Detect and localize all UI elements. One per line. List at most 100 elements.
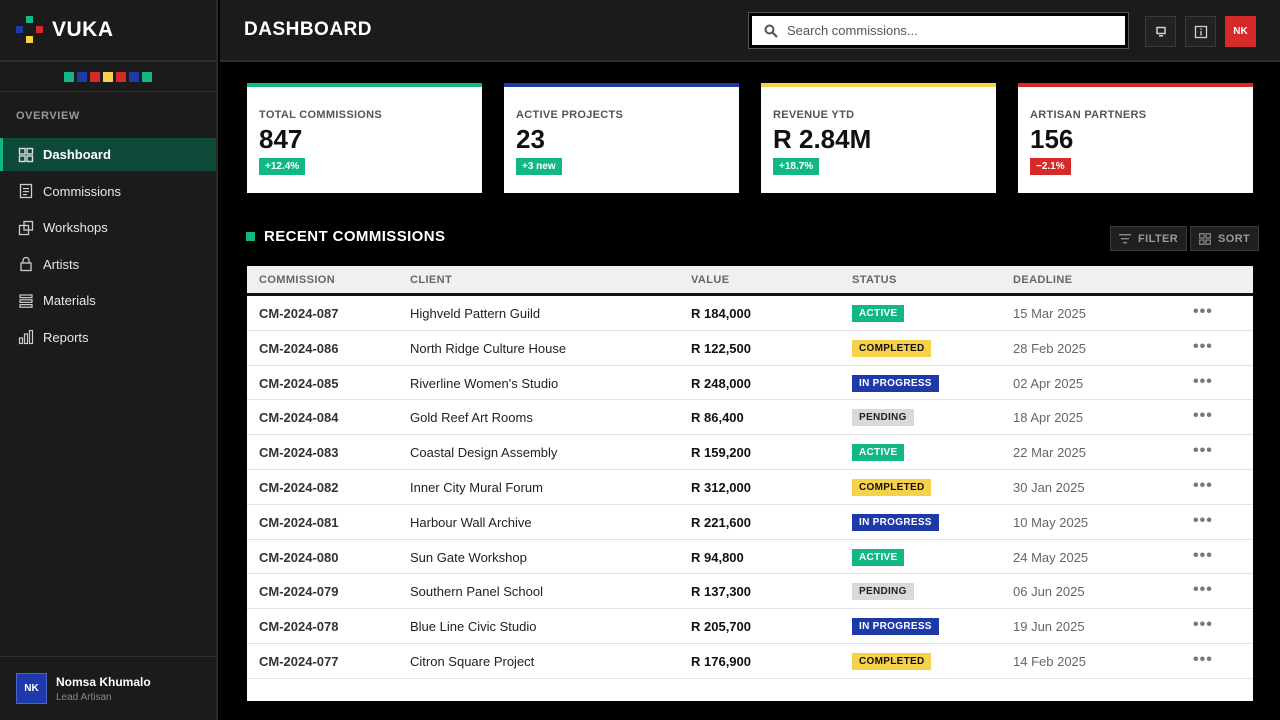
commission-value: R 205,700 bbox=[691, 619, 751, 635]
table-row[interactable]: CM-2024-087 Highveld Pattern Guild R 184,0… bbox=[247, 296, 1253, 331]
more-actions-icon[interactable]: ••• bbox=[1193, 511, 1213, 529]
commission-id[interactable]: CM-2024-078 bbox=[259, 619, 339, 635]
sidebar-item-label: Commissions bbox=[43, 183, 122, 199]
brand-swatch bbox=[64, 71, 74, 82]
deadline-date: 22 Mar 2025 bbox=[1013, 445, 1086, 461]
search-input[interactable] bbox=[787, 23, 1107, 38]
commission-value: R 184,000 bbox=[691, 306, 751, 321]
client-name: Blue Line Civic Studio bbox=[410, 619, 537, 635]
user-profile[interactable]: NK Nomsa Khumalo Lead Artisan bbox=[0, 656, 216, 720]
sidebar-item-label: Materials bbox=[43, 293, 96, 308]
deadline-date: 15 Mar 2025 bbox=[1013, 306, 1086, 321]
sidebar: VUKA OVERVIEW Dashboard Commissions Worksh… bbox=[0, 0, 218, 720]
client-name: Harbour Wall Archive bbox=[410, 514, 532, 530]
deadline-date: 06 Jun 2025 bbox=[1013, 584, 1085, 600]
page-title: DASHBOARD bbox=[244, 19, 372, 40]
bar-chart-icon bbox=[18, 329, 34, 345]
filter-button[interactable]: FILTER bbox=[1110, 226, 1188, 251]
client-name: Southern Panel School bbox=[410, 584, 543, 600]
status-badge: COMPLETED bbox=[852, 652, 932, 670]
stat-change-badge: +3 new bbox=[516, 158, 562, 175]
column-header-status[interactable]: STATUS bbox=[852, 274, 897, 286]
table-row[interactable]: CM-2024-085 Riverline Women's Studio R 248… bbox=[247, 366, 1253, 401]
sidebar-nav: Dashboard Commissions Workshops Artists Mate… bbox=[0, 138, 216, 354]
sidebar-item-label: Dashboard bbox=[43, 147, 111, 162]
sidebar-item-reports[interactable]: Reports bbox=[0, 321, 216, 354]
commission-value: R 137,300 bbox=[691, 584, 751, 600]
table-row[interactable]: CM-2024-083 Coastal Design Assembly R 159,… bbox=[247, 435, 1253, 470]
more-actions-icon[interactable]: ••• bbox=[1193, 581, 1213, 599]
sidebar-item-materials[interactable]: Materials bbox=[0, 284, 216, 317]
notification-button[interactable] bbox=[1145, 16, 1176, 47]
deadline-date: 02 Apr 2025 bbox=[1013, 375, 1084, 391]
table-row[interactable]: CM-2024-082 Inner City Mural Forum R 312,0… bbox=[247, 470, 1253, 505]
column-header-value[interactable]: VALUE bbox=[691, 274, 730, 286]
brand-swatch bbox=[142, 71, 152, 82]
sort-button[interactable]: SORT bbox=[1190, 226, 1260, 251]
table-row[interactable]: CM-2024-078 Blue Line Civic Studio R 205,7… bbox=[247, 609, 1253, 644]
avatar[interactable]: NK bbox=[1225, 16, 1256, 47]
filter-label: FILTER bbox=[1138, 232, 1179, 245]
column-header-commission[interactable]: COMMISSION bbox=[259, 274, 336, 286]
more-actions-icon[interactable]: ••• bbox=[1193, 442, 1213, 460]
table-row[interactable]: CM-2024-077 Citron Square Project R 176,90… bbox=[247, 644, 1253, 679]
sidebar-item-workshops[interactable]: Workshops bbox=[0, 211, 216, 244]
sidebar-item-artists[interactable]: Artists bbox=[0, 248, 216, 281]
commission-id[interactable]: CM-2024-080 bbox=[259, 549, 339, 565]
status-badge: ACTIVE bbox=[852, 444, 905, 462]
commission-id[interactable]: CM-2024-087 bbox=[259, 306, 339, 321]
more-actions-icon[interactable]: ••• bbox=[1193, 476, 1213, 494]
client-name: Coastal Design Assembly bbox=[410, 445, 558, 461]
table-row[interactable]: CM-2024-079 Southern Panel School R 137,30… bbox=[247, 574, 1253, 610]
brand-swatch bbox=[116, 71, 126, 82]
sidebar-item-dashboard[interactable]: Dashboard bbox=[0, 138, 216, 171]
commission-id[interactable]: CM-2024-081 bbox=[259, 514, 339, 530]
sidebar-item-label: Workshops bbox=[43, 220, 108, 235]
search-box[interactable] bbox=[748, 12, 1129, 49]
client-name: Gold Reef Art Rooms bbox=[410, 410, 533, 426]
table-body: CM-2024-087 Highveld Pattern Guild R 184,0… bbox=[247, 296, 1253, 679]
more-actions-icon[interactable]: ••• bbox=[1193, 546, 1213, 564]
more-actions-icon[interactable]: ••• bbox=[1193, 407, 1213, 425]
deadline-date: 24 May 2025 bbox=[1013, 549, 1089, 565]
brand-swatch bbox=[129, 71, 139, 82]
more-actions-icon[interactable]: ••• bbox=[1193, 616, 1213, 634]
table-row[interactable]: CM-2024-081 Harbour Wall Archive R 221,600… bbox=[247, 505, 1253, 540]
table-row[interactable]: CM-2024-086 North Ridge Culture House R 12… bbox=[247, 331, 1253, 366]
commission-id[interactable]: CM-2024-084 bbox=[259, 410, 339, 426]
commission-id[interactable]: CM-2024-077 bbox=[259, 653, 339, 669]
more-actions-icon[interactable]: ••• bbox=[1193, 650, 1213, 668]
column-header-deadline[interactable]: DEADLINE bbox=[1013, 274, 1073, 286]
deadline-date: 28 Feb 2025 bbox=[1013, 340, 1087, 356]
commission-id[interactable]: CM-2024-085 bbox=[259, 375, 339, 391]
commission-id[interactable]: CM-2024-083 bbox=[259, 445, 339, 461]
commission-value: R 312,000 bbox=[691, 479, 751, 495]
logo-icon bbox=[16, 16, 44, 44]
info-button[interactable] bbox=[1185, 16, 1216, 47]
deadline-date: 19 Jun 2025 bbox=[1013, 619, 1085, 635]
table-row[interactable]: CM-2024-084 Gold Reef Art Rooms R 86,400 PE… bbox=[247, 400, 1253, 436]
commission-id[interactable]: CM-2024-082 bbox=[259, 479, 339, 495]
monitor-icon bbox=[1155, 26, 1166, 37]
more-actions-icon[interactable]: ••• bbox=[1193, 337, 1213, 355]
commission-id[interactable]: CM-2024-079 bbox=[259, 584, 339, 600]
stat-value: 23 bbox=[516, 124, 545, 154]
user-name: Nomsa Khumalo bbox=[56, 674, 151, 689]
section-title: RECENT COMMISSIONS bbox=[264, 228, 446, 245]
deadline-date: 14 Feb 2025 bbox=[1013, 653, 1087, 669]
sidebar-item-commissions[interactable]: Commissions bbox=[0, 175, 216, 208]
lock-person-icon bbox=[18, 256, 34, 272]
brand[interactable]: VUKA bbox=[0, 0, 216, 62]
stat-label: ACTIVE PROJECTS bbox=[516, 109, 624, 121]
info-icon bbox=[1194, 25, 1207, 38]
commissions-table: COMMISSION CLIENT VALUE STATUS DEADLINE CM-2… bbox=[247, 266, 1253, 701]
section-marker-icon bbox=[246, 232, 255, 241]
layers-icon bbox=[18, 293, 34, 309]
more-actions-icon[interactable]: ••• bbox=[1193, 372, 1213, 390]
commission-value: R 159,200 bbox=[691, 445, 751, 461]
commission-id[interactable]: CM-2024-086 bbox=[259, 340, 339, 356]
more-actions-icon[interactable]: ••• bbox=[1193, 303, 1213, 320]
deadline-date: 18 Apr 2025 bbox=[1013, 410, 1084, 426]
table-row[interactable]: CM-2024-080 Sun Gate Workshop R 94,800 ACTI… bbox=[247, 540, 1253, 575]
column-header-client[interactable]: CLIENT bbox=[410, 274, 453, 286]
